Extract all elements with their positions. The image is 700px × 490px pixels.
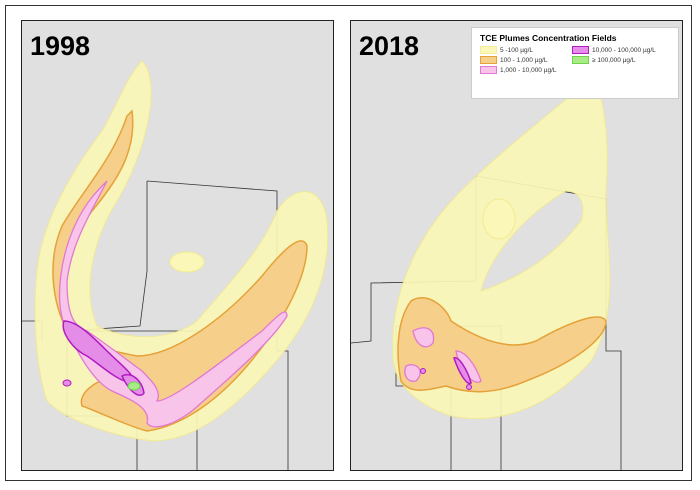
legend-label: ≥ 100,000 µg/L — [592, 56, 636, 64]
legend-label: 1,000 - 10,000 µg/L — [500, 66, 557, 74]
figure-frame — [5, 5, 692, 481]
legend-title: TCE Plumes Concentration Fields — [480, 33, 617, 43]
plume-green — [127, 381, 141, 391]
map-legend: TCE Plumes Concentration Fields 5 -100 µ… — [471, 27, 679, 99]
plume-5-100-island — [169, 251, 205, 273]
plume-10000-100000 — [453, 357, 472, 385]
legend-swatch — [480, 46, 497, 54]
legend-swatch — [572, 56, 589, 64]
plume-map-2018 — [351, 59, 622, 470]
legend-item: 100 - 1,000 µg/L — [480, 56, 572, 64]
plume-100-1000 — [397, 297, 607, 393]
plume-spot — [62, 379, 72, 387]
map-panel-2018: 2018 TCE Plumes Concentration Fields 5 -… — [350, 20, 683, 471]
legend-item: ≥ 100,000 µg/L — [572, 56, 672, 64]
legend-label: 100 - 1,000 µg/L — [500, 56, 548, 64]
plume-spot — [466, 384, 472, 390]
legend-item: 1,000 - 10,000 µg/L — [480, 66, 572, 74]
legend-swatch — [572, 46, 589, 54]
map-year-label: 2018 — [359, 31, 420, 61]
legend-item: 10,000 - 100,000 µg/L — [572, 46, 672, 54]
legend-item: 5 -100 µg/L — [480, 46, 572, 54]
map-panel-1998: 1998 — [21, 20, 334, 471]
legend-swatch — [480, 66, 497, 74]
plume-5-100-island — [482, 198, 516, 240]
plume-spot — [420, 368, 426, 374]
legend-label: 5 -100 µg/L — [500, 46, 534, 54]
plume-map-1998 — [22, 60, 329, 470]
map-year-label: 1998 — [30, 31, 91, 61]
legend-swatch — [480, 56, 497, 64]
legend-label: 10,000 - 100,000 µg/L — [592, 46, 656, 54]
